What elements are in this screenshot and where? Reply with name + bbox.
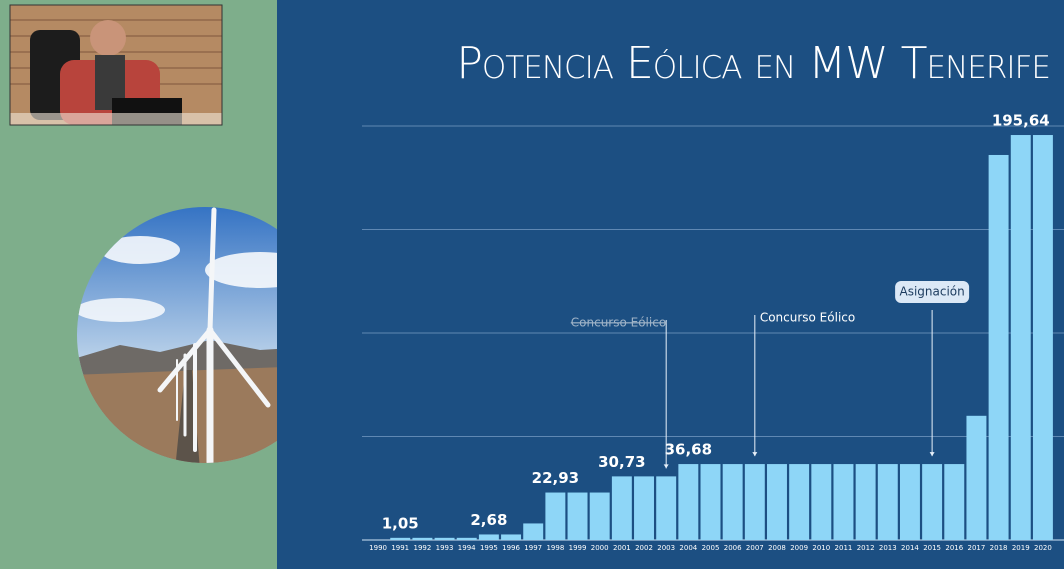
value-label: 22,93 (532, 469, 579, 487)
x-tick-label: 2006 (724, 544, 742, 552)
bar (722, 464, 743, 540)
x-tick-label: 1996 (502, 544, 520, 552)
x-tick-label: 1990 (369, 544, 387, 552)
bar (1032, 135, 1053, 540)
bar (656, 476, 677, 540)
x-tick-label: 2019 (1012, 544, 1030, 552)
bar (523, 523, 544, 540)
bar (811, 464, 832, 540)
x-tick-label: 2004 (679, 544, 697, 552)
x-tick-label: 2020 (1034, 544, 1052, 552)
value-label: 1,05 (382, 514, 419, 532)
x-tick-label: 1992 (413, 544, 431, 552)
value-label: 2,68 (470, 511, 507, 529)
webcam-view (9, 4, 223, 126)
bar (744, 464, 765, 540)
value-label: 195,64 (992, 112, 1050, 130)
bar (988, 154, 1009, 541)
x-tick-label: 2016 (945, 544, 963, 552)
bar (944, 464, 965, 540)
x-tick-label: 2001 (613, 544, 631, 552)
bar (966, 415, 987, 540)
annotation: Asignación (899, 285, 964, 299)
bar (412, 537, 433, 540)
x-tick-label: 2005 (702, 544, 720, 552)
annotation-box (895, 281, 970, 303)
x-tick-label: 2014 (901, 544, 919, 552)
annotation: Concurso Eólico (571, 316, 666, 330)
x-tick-label: 1997 (524, 544, 542, 552)
bar (501, 534, 522, 540)
annotation-arrow (929, 452, 935, 457)
x-tick-label: 1995 (480, 544, 498, 552)
bar (789, 464, 810, 540)
x-tick-label: 2002 (635, 544, 653, 552)
bar (767, 464, 787, 540)
x-tick-label: 1991 (391, 544, 409, 552)
bar (434, 537, 455, 540)
value-label: 30,73 (598, 453, 645, 471)
bar (611, 476, 632, 540)
bar (567, 492, 588, 540)
bar (877, 464, 898, 540)
bar (678, 464, 699, 540)
bar (1010, 135, 1031, 540)
x-tick-label: 2015 (923, 544, 941, 552)
chart-title: Potencia Eólica en MW Tenerife (456, 38, 1050, 89)
bar (855, 464, 876, 540)
x-tick-label: 2003 (657, 544, 675, 552)
bar (700, 464, 721, 540)
x-tick-label: 2008 (768, 544, 786, 552)
bar (589, 492, 610, 540)
bar (634, 476, 654, 540)
x-tick-label: 2000 (591, 544, 609, 552)
x-tick-label: 1999 (569, 544, 587, 552)
value-label: 36,68 (665, 441, 712, 459)
x-tick-label: 2007 (746, 544, 764, 552)
bar (456, 537, 477, 540)
bar (390, 537, 411, 540)
x-tick-label: 2017 (968, 544, 986, 552)
bar (833, 464, 854, 540)
x-tick-label: 2012 (857, 544, 875, 552)
x-tick-label: 2010 (812, 544, 830, 552)
bar (899, 464, 920, 540)
annotation-arrow (663, 464, 669, 469)
x-tick-label: 1993 (436, 544, 454, 552)
bar (922, 464, 943, 540)
x-tick-label: 1994 (458, 544, 476, 552)
bar (478, 534, 499, 540)
x-tick-label: 1998 (546, 544, 564, 552)
annotation: Concurso Eólico (760, 311, 855, 325)
x-tick-label: 2011 (835, 544, 853, 552)
x-tick-label: 2013 (879, 544, 897, 552)
bar (545, 492, 566, 540)
x-tick-label: 2018 (990, 544, 1008, 552)
x-tick-label: 2009 (790, 544, 808, 552)
annotation-arrow (752, 452, 758, 457)
